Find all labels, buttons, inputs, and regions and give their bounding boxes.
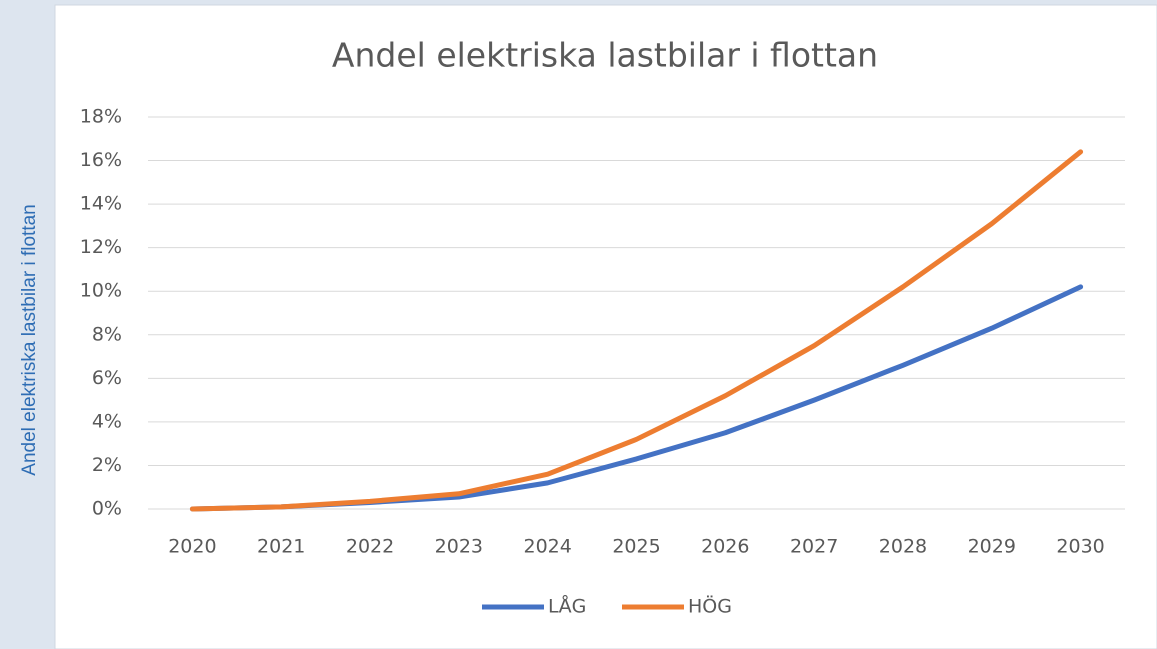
y-tick-label: 8% — [92, 323, 122, 345]
x-tick-label: 2025 — [612, 536, 660, 558]
x-tick-label: 2029 — [968, 536, 1016, 558]
legend-label: HÖG — [688, 595, 732, 618]
x-tick-label: 2023 — [435, 536, 483, 558]
x-tick-label: 2030 — [1056, 536, 1104, 558]
y-tick-label: 18% — [80, 106, 122, 128]
y-tick-label: 6% — [92, 367, 122, 389]
y-tick-label: 0% — [92, 498, 122, 520]
y-tick-label: 4% — [92, 410, 122, 432]
y-tick-label: 16% — [80, 149, 122, 171]
y-tick-label: 12% — [80, 236, 122, 258]
line — [189, 149, 1084, 512]
x-tick-label: 2026 — [701, 536, 749, 558]
y-tick-label: 10% — [80, 280, 122, 302]
x-tick-label: 2028 — [879, 536, 927, 558]
x-tick-label: 2027 — [790, 536, 838, 558]
chart-area — [54, 4, 1157, 649]
x-tick-label: 2022 — [346, 536, 394, 558]
x-tick-label: 2021 — [257, 536, 305, 558]
y-axis-label: Andel elektriska lastbilar i flottan — [19, 204, 40, 475]
x-tick-label: 2024 — [524, 536, 572, 558]
x-tick-label: 2020 — [168, 536, 216, 558]
chart-title: Andel elektriska lastbilar i flottan — [332, 36, 878, 75]
y-tick-label: 2% — [92, 454, 122, 476]
y-tick-label: 14% — [80, 193, 122, 215]
legend-label: LÅG — [548, 595, 586, 618]
